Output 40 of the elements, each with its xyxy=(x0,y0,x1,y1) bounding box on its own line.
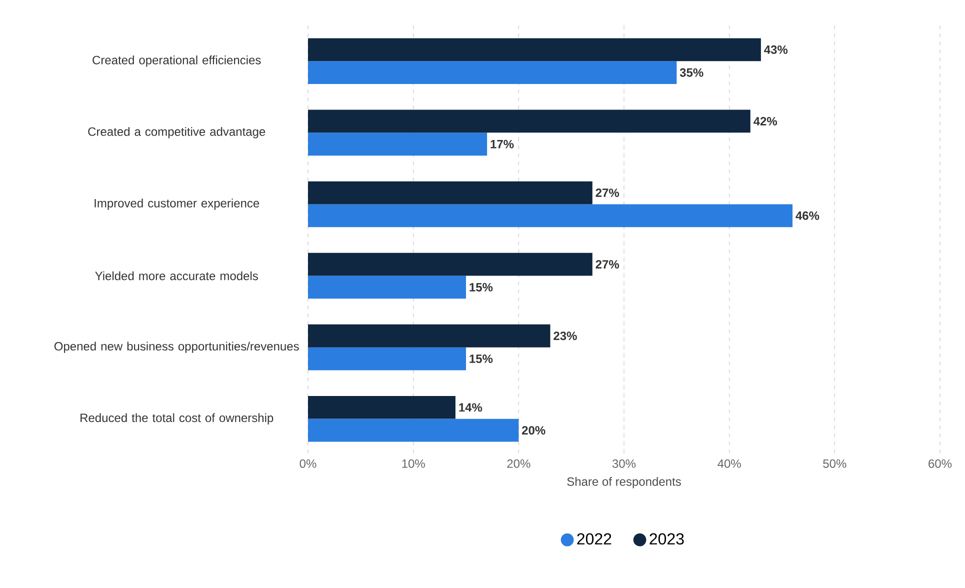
bar xyxy=(308,252,592,276)
x-tick-label: 60% xyxy=(928,459,952,468)
data-label: 46% xyxy=(796,211,820,220)
bar xyxy=(308,276,466,299)
x-tick-label: 30% xyxy=(612,459,636,468)
bar xyxy=(308,204,793,228)
bar xyxy=(308,396,456,419)
bar xyxy=(308,110,750,133)
y-tick-label: Opened new business opportunities/revenues xyxy=(54,342,299,353)
data-label: 15% xyxy=(470,283,493,292)
x-tick-label: 10% xyxy=(402,459,425,468)
bar xyxy=(308,132,488,156)
bar xyxy=(308,61,677,84)
x-tick-label: 40% xyxy=(718,459,741,468)
legend-label: 2022 xyxy=(577,533,612,545)
data-label: 43% xyxy=(764,45,788,54)
data-label: 27% xyxy=(596,188,620,197)
x-tick-label: 50% xyxy=(823,459,846,468)
data-label: 20% xyxy=(522,426,546,435)
bar xyxy=(308,38,761,62)
y-tick-label: Created operational efficiencies xyxy=(92,56,261,67)
bar xyxy=(308,347,466,370)
bar xyxy=(308,181,592,204)
data-label: 17% xyxy=(490,140,514,148)
bar xyxy=(308,418,519,442)
bar xyxy=(308,324,550,348)
data-label: 42% xyxy=(754,116,778,126)
x-tick-label: 20% xyxy=(507,459,530,468)
data-label: 23% xyxy=(554,332,577,340)
data-label: 27% xyxy=(596,260,620,269)
y-tick-label: Reduced the total cost of ownership xyxy=(80,413,274,424)
y-tick-label: Yielded more accurate models xyxy=(95,271,258,280)
x-axis-title: Share of respondents xyxy=(567,477,681,488)
x-tick-label: 0% xyxy=(300,459,316,468)
y-tick-label: Improved customer experience xyxy=(94,198,260,210)
data-label: 35% xyxy=(680,68,704,77)
data-label: 14% xyxy=(459,403,482,412)
data-label: 15% xyxy=(470,354,493,364)
y-tick-label: Created a competitive advantage xyxy=(88,127,266,138)
legend-label: 2023 xyxy=(650,533,684,545)
